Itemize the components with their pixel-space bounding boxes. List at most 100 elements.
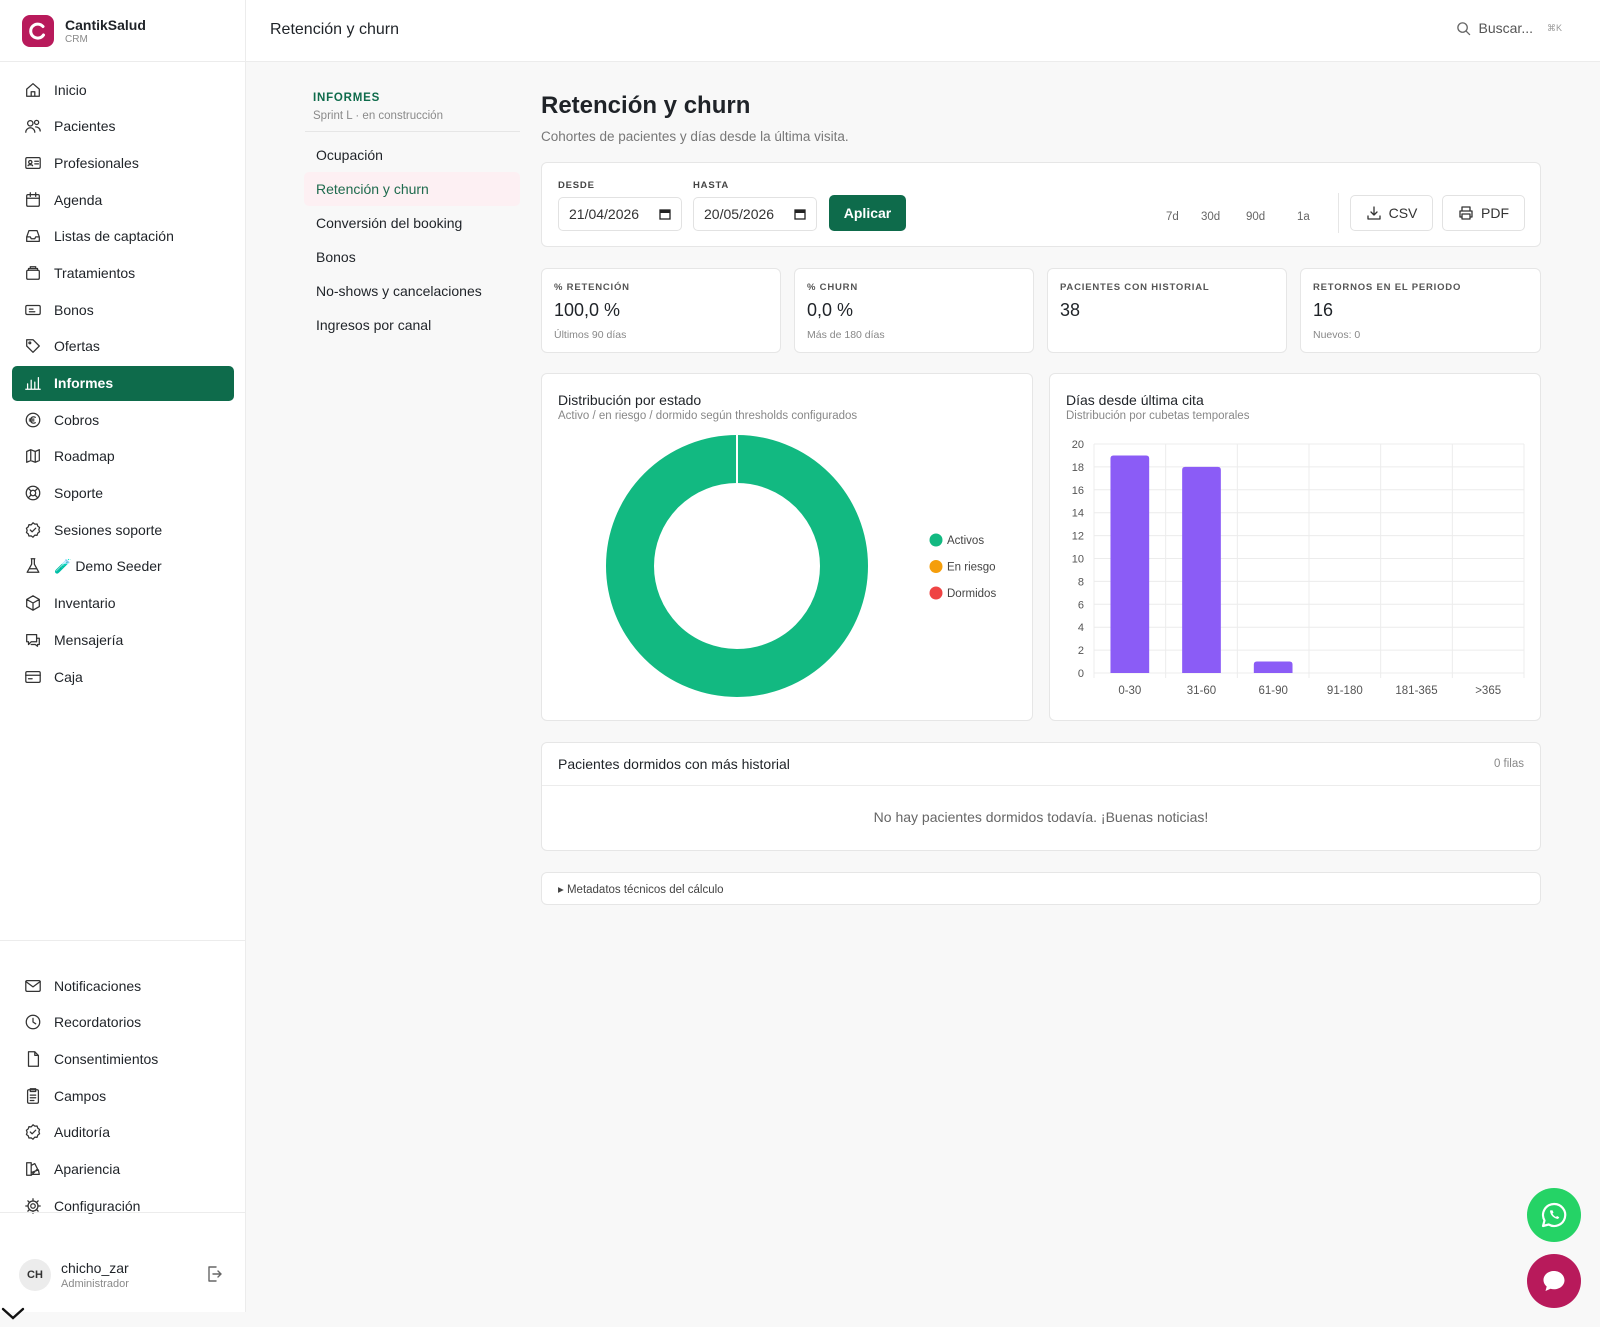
- sidebar-item-configuracion[interactable]: Configuración: [12, 1188, 234, 1223]
- from-date-input[interactable]: 21/04/2026: [558, 197, 682, 231]
- bar-61-90: [1253, 661, 1293, 673]
- subnav-item-bonos[interactable]: Bonos: [316, 249, 356, 265]
- ticket-icon: [23, 300, 43, 320]
- search-box[interactable]: Buscar... ⌘K: [1456, 20, 1562, 36]
- brand[interactable]: CantikSalud CRM: [0, 0, 245, 62]
- map-icon: [23, 446, 43, 466]
- sidebar-item-listas-de-captacion[interactable]: Listas de captación: [12, 219, 234, 254]
- y-tick-label: 16: [1072, 485, 1084, 497]
- sidebar-item-label: Ofertas: [54, 338, 100, 355]
- subnav-item-conversion-del-booking[interactable]: Conversión del booking: [316, 215, 463, 231]
- sidebar-nav-bottom: Notificaciones Recordatorios Consentimient…: [12, 968, 234, 1225]
- palette-icon: [23, 1159, 43, 1179]
- sidebar-item-notificaciones[interactable]: Notificaciones: [12, 968, 234, 1003]
- sidebar-item-inicio[interactable]: Inicio: [12, 72, 234, 107]
- brand-sub: CRM: [65, 33, 88, 45]
- sidebar-item-apariencia[interactable]: Apariencia: [12, 1151, 234, 1186]
- reports-subnav: INFORMES Sprint L · en construcción Ocup…: [304, 92, 520, 342]
- sidebar-item-bonos[interactable]: Bonos: [12, 292, 234, 327]
- from-label: DESDE: [558, 180, 595, 191]
- topbar: Retención y churn Buscar... ⌘K: [246, 0, 1600, 62]
- export-pdf-button[interactable]: PDF: [1442, 195, 1525, 231]
- x-tick-label: 91-180: [1327, 685, 1363, 697]
- sidebar-item-mensajeria[interactable]: Mensajería: [12, 622, 234, 657]
- range-30d-button[interactable]: 30d: [1201, 211, 1221, 223]
- y-tick-label: 14: [1072, 508, 1084, 520]
- legend-swatch-dormidos: [929, 586, 943, 600]
- file-icon: [23, 1049, 43, 1069]
- subnav-item-ingresos-por-canal[interactable]: Ingresos por canal: [316, 317, 432, 333]
- sidebar-item-ofertas[interactable]: Ofertas: [12, 329, 234, 364]
- kpi-label: % RETENCIÓN: [554, 282, 630, 293]
- sidebar-item-auditoria[interactable]: Auditoría: [12, 1115, 234, 1150]
- clipboard-icon: [23, 1086, 43, 1106]
- box-icon: [23, 593, 43, 613]
- card-icon: [23, 667, 43, 687]
- main-content: Retención y churn Cohortes de pacientes …: [541, 92, 1541, 905]
- chat-bubble-icon: [1543, 1271, 1565, 1291]
- sidebar-item-sesiones-soporte[interactable]: Sesiones soporte: [12, 512, 234, 547]
- sidebar-item-campos[interactable]: Campos: [12, 1078, 234, 1113]
- kpi-returns: RETORNOS EN EL PERIODO 16 Nuevos: 0: [1300, 268, 1541, 353]
- range-90d-button[interactable]: 90d: [1246, 211, 1266, 223]
- sidebar-item-inventario[interactable]: Inventario: [12, 586, 234, 621]
- sidebar-item-label: Inicio: [54, 81, 87, 98]
- users-icon: [23, 116, 43, 136]
- sidebar-item-label: Informes: [54, 375, 114, 391]
- whatsapp-button[interactable]: [1527, 1188, 1581, 1242]
- sidebar-item-informes[interactable]: Informes: [12, 365, 234, 401]
- sidebar-item-agenda[interactable]: Agenda: [12, 182, 234, 217]
- status-donut-card: Distribución por estado Activo / en ries…: [541, 373, 1033, 721]
- subnav-item-no-shows-y-cancelaciones[interactable]: No-shows y cancelaciones: [316, 283, 482, 299]
- kpi-value: 16: [1313, 300, 1334, 320]
- metadata-toggle[interactable]: ▸ Metadatos técnicos del cálculo: [541, 872, 1541, 905]
- subnav-item-retencion-y-churn[interactable]: Retención y churn: [304, 172, 520, 206]
- user-profile[interactable]: CH chicho_zar Administrador: [0, 1238, 246, 1312]
- chevron-down-icon[interactable]: [0, 1305, 26, 1323]
- subnav-item-ocupacion[interactable]: Ocupación: [316, 147, 383, 163]
- sidebar-item-label: Campos: [54, 1087, 107, 1104]
- chart-title: Distribución por estado: [558, 392, 702, 408]
- range-1a-button[interactable]: 1a: [1297, 211, 1310, 223]
- sidebar-item-soporte[interactable]: Soporte: [12, 476, 234, 511]
- days-bar-card: Días desde última cita Distribución por …: [1049, 373, 1541, 721]
- sidebar-item-label: Inventario: [54, 595, 116, 612]
- sidebar-item-cobros[interactable]: Cobros: [12, 402, 234, 437]
- kpi-value: 100,0 %: [554, 300, 621, 320]
- pdf-label: PDF: [1481, 205, 1509, 221]
- chart-subtitle: Activo / en riesgo / dormido según thres…: [558, 410, 858, 422]
- brand-name: CantikSalud: [65, 16, 146, 33]
- sidebar: CantikSalud CRM Inicio Pacientes Profesion…: [0, 0, 246, 1312]
- chat-button[interactable]: [1527, 1254, 1581, 1308]
- sidebar-item-roadmap[interactable]: Roadmap: [12, 439, 234, 474]
- y-tick-label: 4: [1078, 622, 1084, 634]
- to-date-input[interactable]: 20/05/2026: [693, 197, 817, 231]
- sidebar-item-demo-seeder[interactable]: 🧪 Demo Seeder: [12, 549, 234, 584]
- calendar-icon[interactable]: [794, 208, 806, 220]
- sidebar-item-profesionales[interactable]: Profesionales: [12, 145, 234, 180]
- kpi-label: % CHURN: [807, 282, 858, 293]
- sidebar-item-label: Listas de captación: [54, 228, 174, 245]
- lifebuoy-icon: [23, 483, 43, 503]
- calendar-icon[interactable]: [659, 208, 671, 220]
- export-csv-button[interactable]: CSV: [1350, 195, 1433, 231]
- apply-button[interactable]: Aplicar: [829, 195, 906, 231]
- sidebar-item-label: Cobros: [54, 411, 100, 428]
- sidebar-item-pacientes[interactable]: Pacientes: [12, 109, 234, 144]
- range-7d-button[interactable]: 7d: [1166, 211, 1179, 223]
- csv-label: CSV: [1388, 205, 1418, 221]
- kpi-value: 38: [1060, 300, 1081, 320]
- bar-chart: 0 2 4 6 8 10 12 14 16 18 20 0-30 31-60 61-90 91-180 181…: [1072, 439, 1525, 697]
- sidebar-item-tratamientos[interactable]: Tratamientos: [12, 255, 234, 290]
- legend-swatch-en-riesgo: [929, 560, 943, 573]
- sidebar-item-label: Agenda: [54, 191, 103, 208]
- sidebar-item-recordatorios[interactable]: Recordatorios: [12, 1005, 234, 1040]
- printer-icon: [1459, 206, 1473, 220]
- sidebar-item-consentimientos[interactable]: Consentimientos: [12, 1041, 234, 1076]
- logout-icon[interactable]: [204, 1264, 224, 1284]
- sidebar-item-label: Recordatorios: [54, 1014, 142, 1031]
- subnav-subtitle: Sprint L · en construcción: [313, 110, 443, 122]
- sidebar-item-caja[interactable]: Caja: [12, 659, 234, 694]
- sidebar-item-label: Configuración: [54, 1197, 141, 1214]
- stack-icon: [23, 263, 43, 283]
